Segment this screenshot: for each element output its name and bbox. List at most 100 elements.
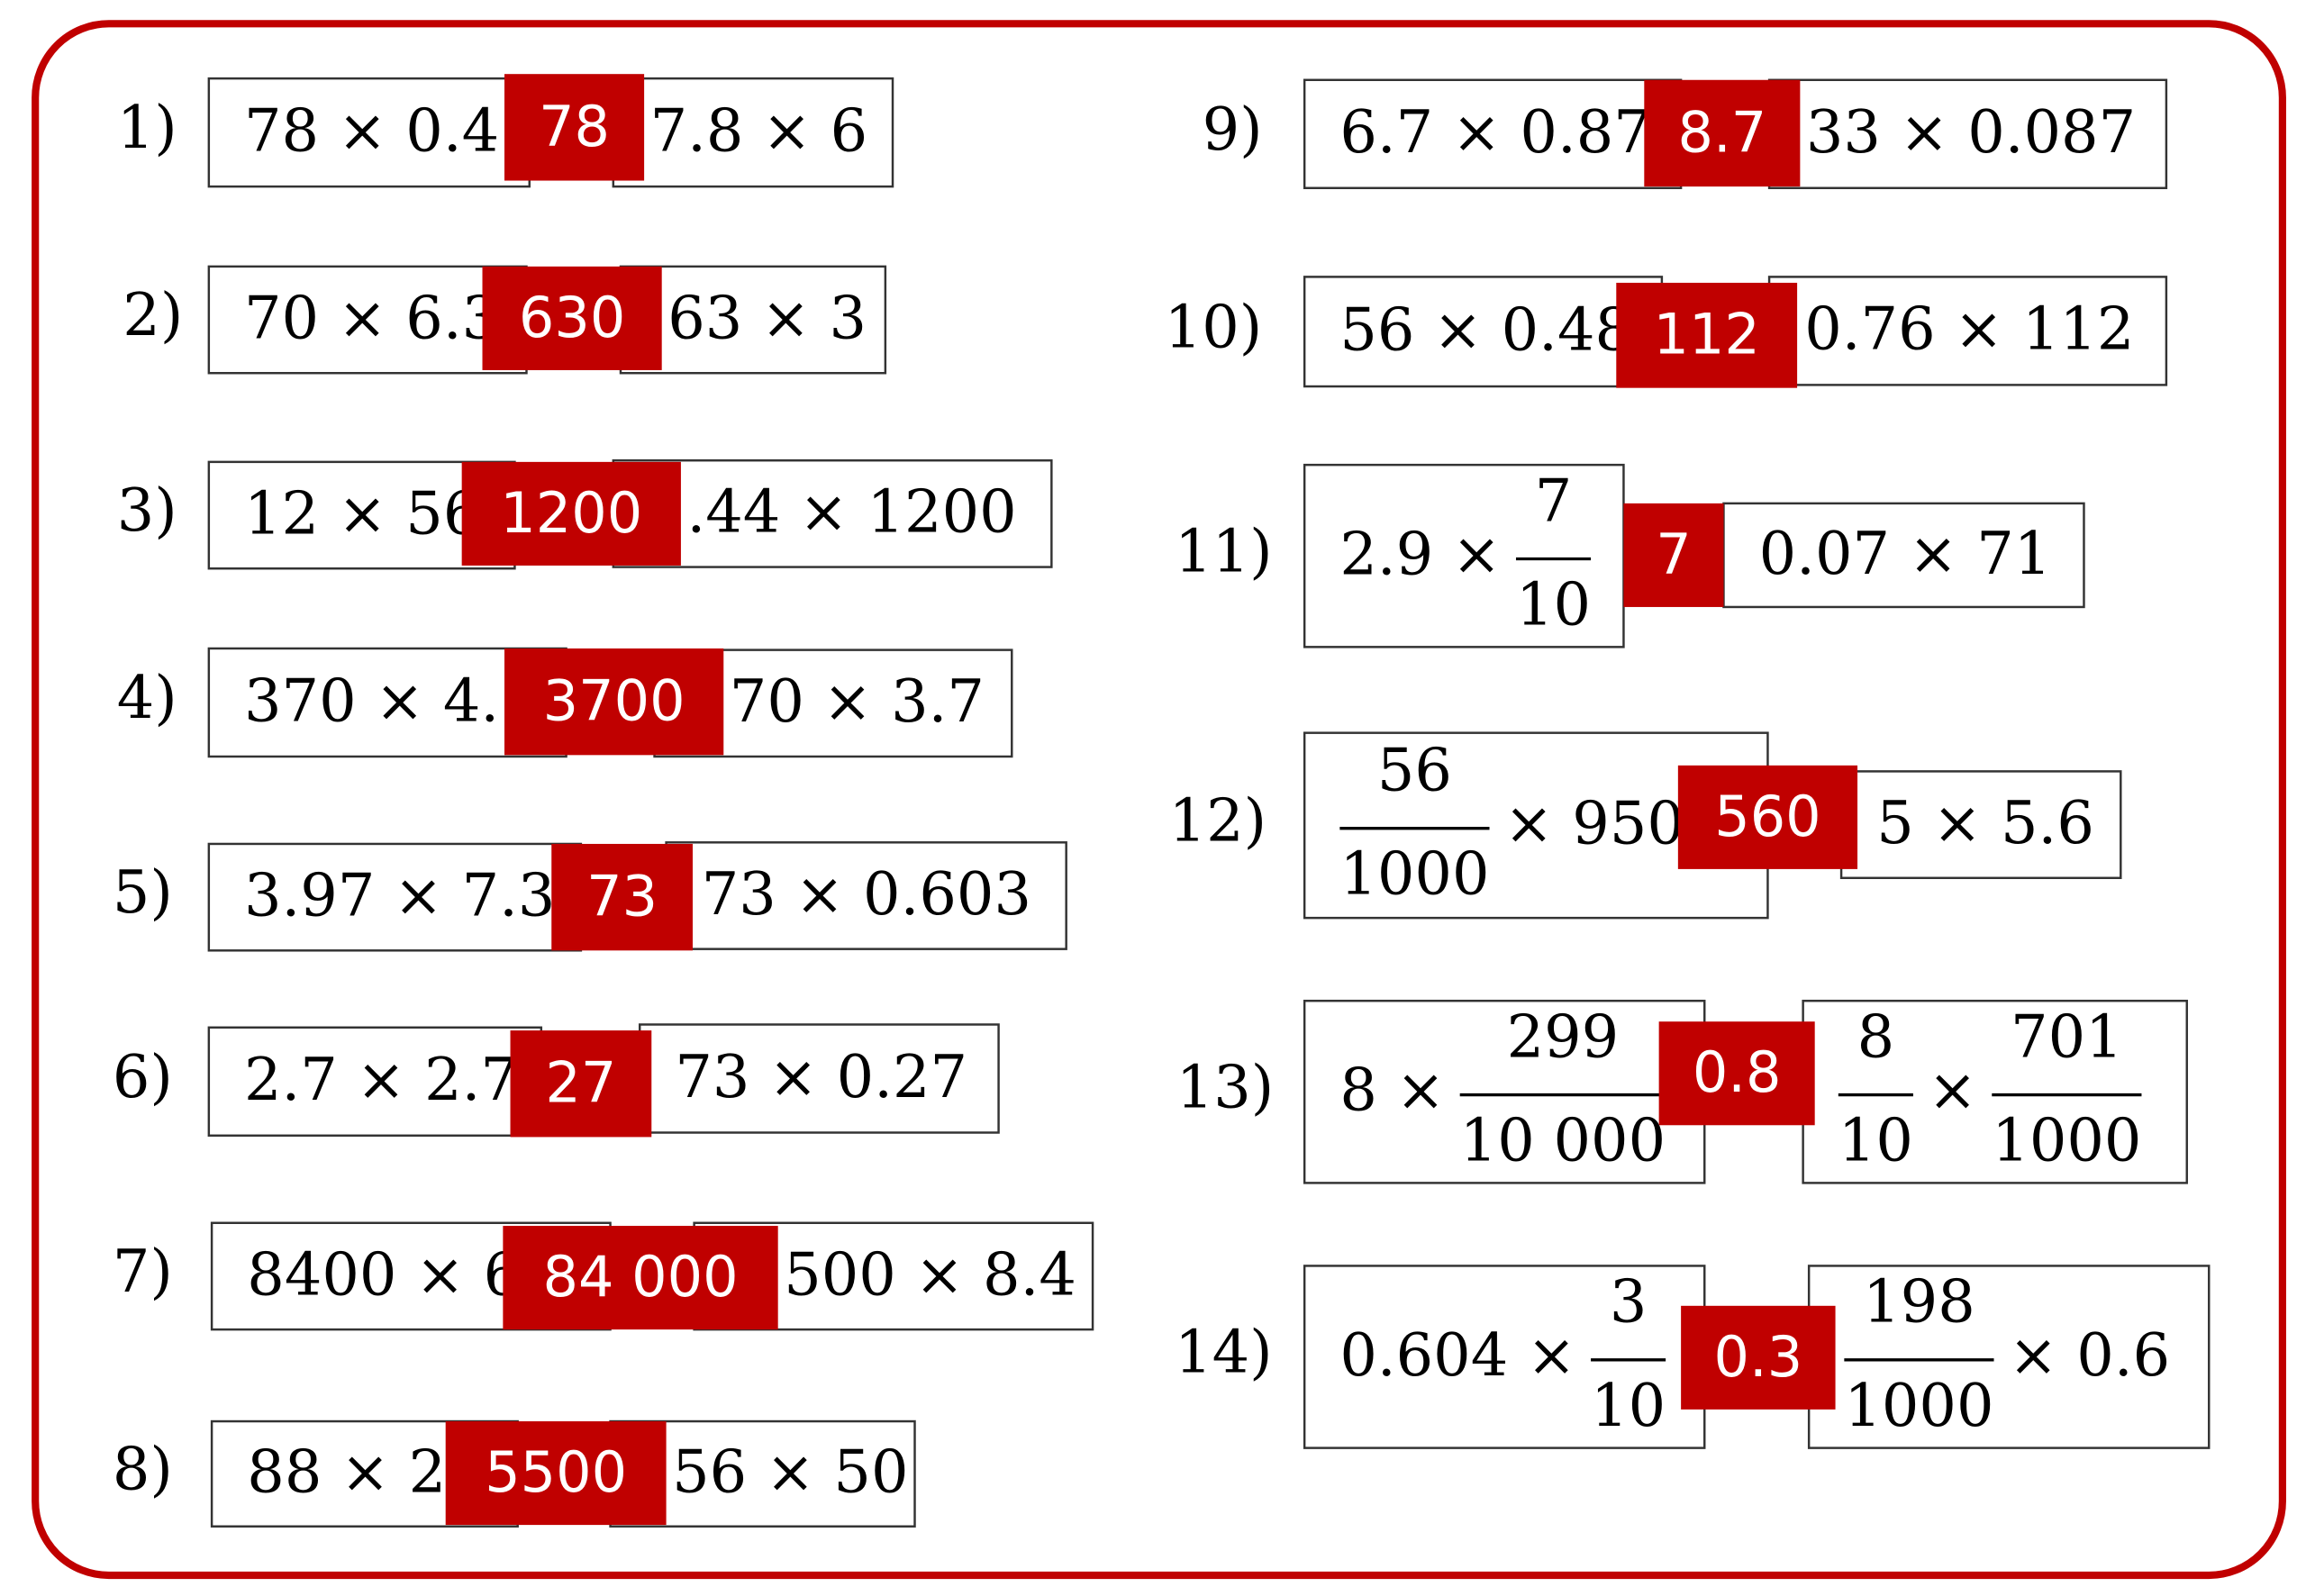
right-box xyxy=(1802,999,2188,1184)
denominator: 10 000 xyxy=(1460,1106,1666,1174)
answer-box xyxy=(510,1030,652,1138)
expression-text: .44 × 1200 xyxy=(686,478,1016,547)
item-number: 2) xyxy=(123,281,183,349)
expression-text: × 950 xyxy=(1504,790,1684,858)
answer: 0.3 xyxy=(1714,1324,1803,1390)
expression-text: 8 × xyxy=(1339,1056,1445,1124)
answer-box xyxy=(503,1226,778,1330)
answer-box xyxy=(461,461,681,566)
expression-text: 370 × 4. xyxy=(244,667,499,735)
left-box xyxy=(1303,276,1664,388)
right-box xyxy=(612,77,894,188)
answer: 112 xyxy=(1653,302,1759,367)
item-number: 13) xyxy=(1176,1053,1275,1121)
denominator: 1000 xyxy=(1844,1372,1993,1440)
answer-box xyxy=(1681,1305,1836,1410)
answer: 78 xyxy=(539,94,610,159)
numerator: 56 xyxy=(1377,736,1452,804)
expression-text: 2.9 × xyxy=(1339,520,1501,588)
expression-text: 88 × 2 xyxy=(247,1438,446,1507)
item-number: 3) xyxy=(117,476,177,545)
answer-box xyxy=(1677,765,1858,869)
right-box xyxy=(619,265,887,375)
answer: 1200 xyxy=(500,480,642,546)
answer: 560 xyxy=(1714,784,1820,849)
right-box xyxy=(1767,276,2168,386)
expression-text: 7.8 × 6 xyxy=(650,96,868,165)
left-box xyxy=(207,265,528,375)
denominator: 1000 xyxy=(1339,839,1489,908)
numerator: 3 xyxy=(1610,1267,1648,1336)
left-box xyxy=(207,842,583,952)
answer-box xyxy=(445,1421,667,1526)
expression-text: 500 × 8.4 xyxy=(784,1240,1076,1309)
expression-text: × xyxy=(1928,1056,1977,1124)
numerator: 198 xyxy=(1863,1267,1975,1336)
denominator: 10 xyxy=(1838,1106,1913,1174)
answer: 84 000 xyxy=(542,1244,738,1310)
right-box xyxy=(1839,770,2122,879)
answer-box xyxy=(551,843,693,951)
answer: 73 xyxy=(586,863,658,929)
numerator: 7 xyxy=(1535,467,1573,535)
item-number: 4) xyxy=(117,664,177,732)
answer-box xyxy=(1658,1021,1815,1126)
right-box xyxy=(1722,502,2085,609)
answer: 3700 xyxy=(543,667,685,733)
expression-text: 0.07 × 71 xyxy=(1759,520,2052,588)
answer-box xyxy=(1623,503,1724,607)
answer: 0.8 xyxy=(1693,1039,1782,1105)
expression-text: 63 × 3 xyxy=(667,284,867,352)
item-number: 9) xyxy=(1203,95,1263,164)
frame xyxy=(32,20,2286,1580)
left-box xyxy=(1303,463,1625,648)
answer-box xyxy=(1644,79,1801,187)
item-number: 11) xyxy=(1175,517,1273,585)
answer-box xyxy=(482,266,662,370)
right-box xyxy=(612,458,1053,568)
item-number: 8) xyxy=(113,1435,173,1503)
expression-text: 56 × 50 xyxy=(672,1438,908,1507)
numerator: 701 xyxy=(2011,1002,2123,1071)
answer: 7 xyxy=(1656,521,1691,587)
item-number: 14) xyxy=(1175,1318,1273,1386)
left-box xyxy=(207,1026,543,1138)
right-box xyxy=(638,1023,1000,1134)
expression-text: 73 × 0.603 xyxy=(702,860,1031,929)
expression-text: 0.76 × 112 xyxy=(1804,295,2134,364)
answer: 630 xyxy=(519,285,625,350)
item-number: 7) xyxy=(113,1238,173,1306)
denominator: 10 xyxy=(1591,1372,1666,1440)
item-number: 5) xyxy=(113,858,173,927)
expression-text: 12 × 56 xyxy=(244,479,480,548)
denominator: 1000 xyxy=(1992,1106,2141,1174)
expression-text: 78 × 0.4 xyxy=(244,96,499,165)
item-number: 1) xyxy=(117,94,177,162)
left-box xyxy=(1303,78,1683,189)
expression-text: 70 × 3.7 xyxy=(730,667,985,736)
denominator: 10 xyxy=(1516,570,1591,639)
expression-text: 0.604 × xyxy=(1339,1321,1575,1390)
expression-text: 33 × 0.087 xyxy=(1806,98,2136,167)
expression-text: 56 × 0.48 xyxy=(1339,295,1632,364)
answer-box xyxy=(504,74,645,181)
expression-text: 5 × 5.6 xyxy=(1876,789,2094,857)
expression-text: 2.7 × 2.7 xyxy=(244,1046,518,1114)
expression-text: 8400 × 6 xyxy=(247,1240,521,1309)
expression-text: 73 × 0.27 xyxy=(675,1043,967,1111)
item-number: 12) xyxy=(1169,786,1267,855)
expression-text: × 0.6 xyxy=(2009,1321,2170,1390)
answer: 5500 xyxy=(485,1439,627,1505)
right-box xyxy=(665,841,1067,950)
numerator: 299 xyxy=(1507,1002,1620,1071)
expression-text: 70 × 6.3 xyxy=(244,284,499,352)
left-box xyxy=(1303,999,1706,1184)
numerator: 8 xyxy=(1857,1002,1895,1071)
item-number: 10) xyxy=(1165,293,1263,361)
right-box xyxy=(1767,78,2168,189)
answer: 27 xyxy=(545,1049,616,1115)
answer-box xyxy=(1616,282,1798,388)
expression-text: 3.97 × 7.3 xyxy=(244,861,555,929)
